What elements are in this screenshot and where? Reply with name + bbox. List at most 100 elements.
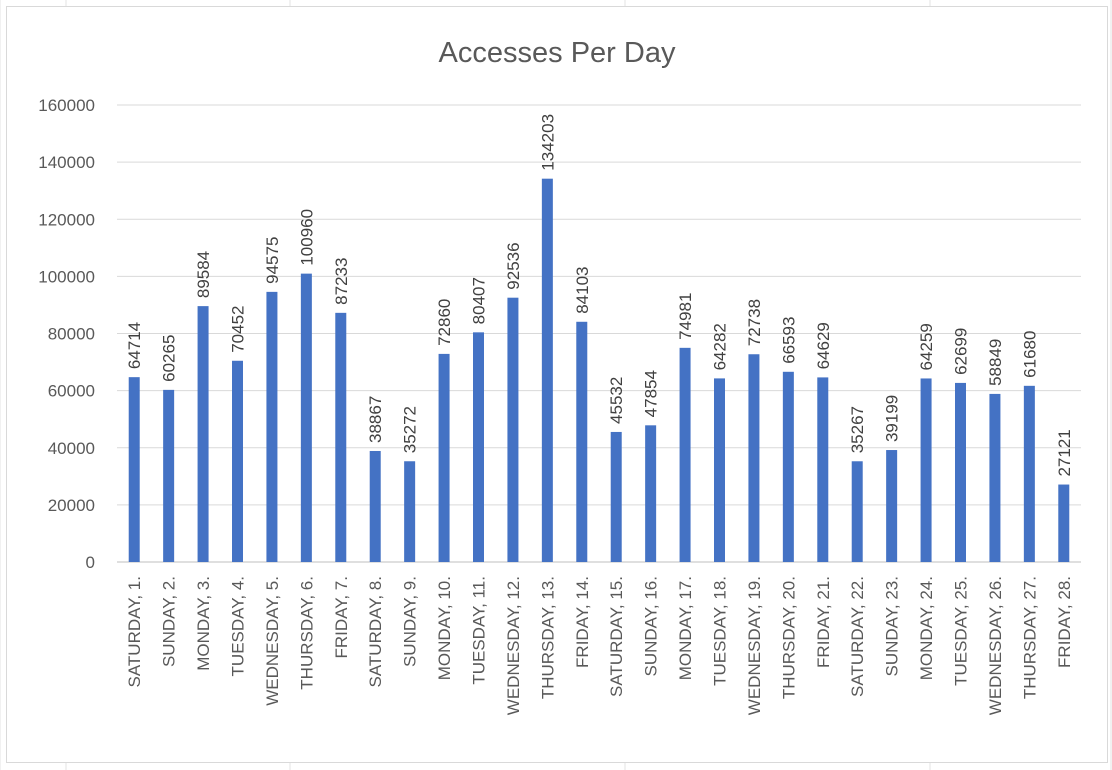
data-label: 72738 bbox=[745, 299, 764, 346]
data-label: 35267 bbox=[848, 406, 867, 453]
data-label: 58849 bbox=[986, 339, 1005, 386]
y-tick-label: 60000 bbox=[48, 382, 95, 401]
data-label: 45532 bbox=[607, 377, 626, 424]
data-label: 87233 bbox=[332, 258, 351, 305]
x-tick-label: MONDAY, 3. bbox=[194, 576, 213, 671]
x-tick-label: WEDNESDAY, 12. bbox=[504, 576, 523, 715]
bar[interactable] bbox=[266, 291, 278, 562]
x-tick-label: WEDNESDAY, 5. bbox=[263, 576, 282, 706]
y-tick-label: 160000 bbox=[38, 96, 95, 115]
data-label: 62699 bbox=[952, 328, 971, 375]
data-labels: 64714 60265 89584 70452 94575 100960 87233 3886… bbox=[125, 114, 1074, 477]
bar[interactable] bbox=[610, 431, 622, 562]
y-tick-label: 140000 bbox=[38, 153, 95, 172]
x-tick-label: THURSDAY, 20. bbox=[779, 576, 798, 699]
y-tick-label: 20000 bbox=[48, 496, 95, 515]
data-label: 74981 bbox=[676, 293, 695, 340]
data-label: 92536 bbox=[504, 242, 523, 289]
x-tick-label: THURSDAY, 27. bbox=[1020, 576, 1039, 699]
data-label: 89584 bbox=[194, 251, 213, 298]
x-tick-label: MONDAY, 17. bbox=[676, 576, 695, 680]
x-tick-label: TUESDAY, 11. bbox=[470, 576, 489, 685]
bar[interactable] bbox=[163, 389, 175, 562]
y-tick-label: 100000 bbox=[38, 267, 95, 286]
data-label: 38867 bbox=[366, 396, 385, 443]
bar[interactable] bbox=[438, 353, 450, 562]
data-label: 35272 bbox=[401, 406, 420, 453]
bar[interactable] bbox=[989, 393, 1001, 562]
x-axis-ticks: SATURDAY, 1. SUNDAY, 2. MONDAY, 3. TUESDAY,… bbox=[125, 576, 1074, 715]
y-tick-label: 120000 bbox=[38, 210, 95, 229]
x-tick-label: FRIDAY, 21. bbox=[814, 576, 833, 668]
bar[interactable] bbox=[128, 377, 140, 562]
bar[interactable] bbox=[1023, 385, 1035, 562]
bar[interactable] bbox=[576, 321, 588, 562]
y-tick-label: 80000 bbox=[48, 325, 95, 344]
data-label: 80407 bbox=[470, 277, 489, 324]
x-tick-label: THURSDAY, 13. bbox=[538, 576, 557, 699]
y-tick-label: 0 bbox=[86, 553, 95, 572]
bar[interactable] bbox=[886, 450, 898, 562]
chart-area[interactable]: Accesses Per Day 0 20000 40000 60000 80000 10… bbox=[6, 6, 1108, 763]
data-label: 134203 bbox=[538, 114, 557, 171]
bar[interactable] bbox=[782, 371, 794, 562]
data-label: 64259 bbox=[917, 323, 936, 370]
bar[interactable] bbox=[335, 312, 347, 562]
x-tick-label: TUESDAY, 18. bbox=[711, 576, 730, 686]
bar[interactable] bbox=[851, 461, 863, 562]
data-label: 60265 bbox=[160, 335, 179, 382]
data-label: 64629 bbox=[814, 322, 833, 369]
bar[interactable] bbox=[714, 378, 725, 562]
bar[interactable] bbox=[1058, 484, 1070, 562]
data-label: 100960 bbox=[297, 209, 316, 266]
data-label: 64282 bbox=[711, 323, 730, 370]
data-label: 70452 bbox=[229, 305, 248, 352]
x-tick-label: SATURDAY, 22. bbox=[848, 576, 867, 697]
y-axis-ticks: 0 20000 40000 60000 80000 100000 120000 140000 1… bbox=[38, 96, 95, 572]
x-tick-label: SUNDAY, 9. bbox=[401, 576, 420, 667]
bar[interactable] bbox=[473, 332, 484, 562]
data-label: 94575 bbox=[263, 237, 282, 284]
bar-chart: Accesses Per Day 0 20000 40000 60000 80000 10… bbox=[38, 37, 1081, 715]
x-tick-label: SUNDAY, 23. bbox=[883, 576, 902, 676]
x-tick-label: MONDAY, 24. bbox=[917, 576, 936, 680]
bar[interactable] bbox=[369, 450, 381, 562]
data-label: 47854 bbox=[642, 370, 661, 417]
data-label: 27121 bbox=[1055, 429, 1074, 476]
bar[interactable] bbox=[507, 297, 519, 562]
x-tick-label: FRIDAY, 14. bbox=[573, 576, 592, 668]
x-tick-label: TUESDAY, 4. bbox=[229, 576, 248, 676]
bar[interactable] bbox=[232, 360, 243, 562]
x-tick-label: SUNDAY, 2. bbox=[160, 576, 179, 667]
x-tick-label: THURSDAY, 6. bbox=[297, 576, 316, 690]
x-tick-label: TUESDAY, 25. bbox=[952, 576, 971, 686]
data-label: 61680 bbox=[1020, 331, 1039, 378]
bar[interactable] bbox=[955, 382, 966, 562]
x-tick-label: SATURDAY, 15. bbox=[607, 576, 626, 697]
x-tick-label: WEDNESDAY, 19. bbox=[745, 576, 764, 715]
x-tick-label: MONDAY, 10. bbox=[435, 576, 454, 680]
bar[interactable] bbox=[679, 347, 691, 562]
bar[interactable] bbox=[197, 306, 209, 562]
data-label: 84103 bbox=[573, 266, 592, 313]
bar[interactable] bbox=[541, 178, 553, 562]
data-label: 39199 bbox=[883, 395, 902, 442]
chart-title: Accesses Per Day bbox=[439, 37, 676, 69]
bar[interactable] bbox=[645, 425, 657, 562]
y-tick-label: 40000 bbox=[48, 439, 95, 458]
x-tick-label: SUNDAY, 16. bbox=[642, 576, 661, 676]
x-tick-label: SATURDAY, 1. bbox=[125, 576, 144, 687]
bar[interactable] bbox=[920, 378, 932, 562]
x-tick-label: FRIDAY, 7. bbox=[332, 576, 351, 659]
x-tick-label: SATURDAY, 8. bbox=[366, 576, 385, 687]
bar[interactable] bbox=[817, 377, 829, 562]
bar[interactable] bbox=[300, 273, 312, 562]
x-tick-label: FRIDAY, 28. bbox=[1055, 576, 1074, 668]
data-label: 66593 bbox=[779, 317, 798, 364]
bar[interactable] bbox=[748, 354, 760, 562]
data-label: 64714 bbox=[125, 322, 144, 369]
bar[interactable] bbox=[404, 461, 416, 562]
gridlines bbox=[117, 104, 1081, 563]
data-label: 72860 bbox=[435, 299, 454, 346]
bars bbox=[128, 178, 1070, 562]
